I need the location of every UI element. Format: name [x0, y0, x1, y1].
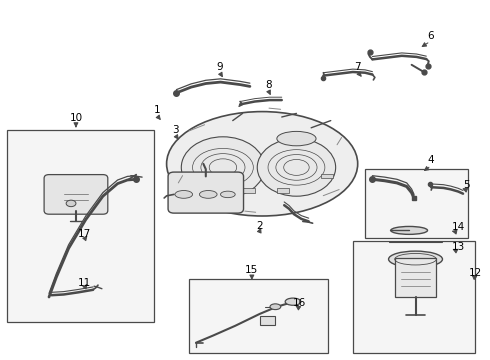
Bar [353, 241, 475, 353]
Ellipse shape [391, 226, 427, 234]
Text: 2: 2 [256, 221, 263, 231]
Text: 16: 16 [293, 298, 307, 308]
Bar [189, 279, 328, 353]
Bar [321, 174, 333, 178]
Text: 12: 12 [468, 267, 482, 278]
Ellipse shape [389, 251, 442, 267]
Text: 9: 9 [216, 62, 223, 72]
Bar [184, 173, 198, 178]
Ellipse shape [181, 137, 265, 198]
Ellipse shape [175, 190, 193, 198]
Bar [243, 188, 255, 193]
Ellipse shape [66, 200, 76, 207]
Bar [365, 169, 468, 238]
Bar [7, 130, 154, 322]
Text: 8: 8 [265, 80, 272, 90]
Text: 11: 11 [77, 278, 91, 288]
Text: 3: 3 [172, 125, 179, 135]
Ellipse shape [285, 298, 301, 305]
Text: 6: 6 [427, 31, 434, 41]
Text: 15: 15 [245, 265, 259, 275]
Bar [277, 188, 289, 193]
Bar [260, 316, 275, 325]
Text: 13: 13 [452, 242, 466, 252]
FancyBboxPatch shape [44, 175, 108, 214]
Ellipse shape [277, 131, 316, 146]
Text: 10: 10 [70, 113, 82, 123]
Text: 1: 1 [153, 105, 160, 115]
Ellipse shape [199, 190, 217, 198]
Text: 7: 7 [354, 62, 361, 72]
Ellipse shape [167, 112, 358, 216]
Text: 5: 5 [463, 180, 470, 190]
Text: 14: 14 [452, 222, 466, 232]
FancyBboxPatch shape [168, 172, 244, 213]
Text: 4: 4 [428, 155, 435, 165]
Ellipse shape [257, 139, 336, 196]
Text: 17: 17 [77, 229, 91, 239]
Bar [395, 258, 436, 297]
Ellipse shape [220, 191, 235, 198]
Ellipse shape [270, 304, 281, 310]
